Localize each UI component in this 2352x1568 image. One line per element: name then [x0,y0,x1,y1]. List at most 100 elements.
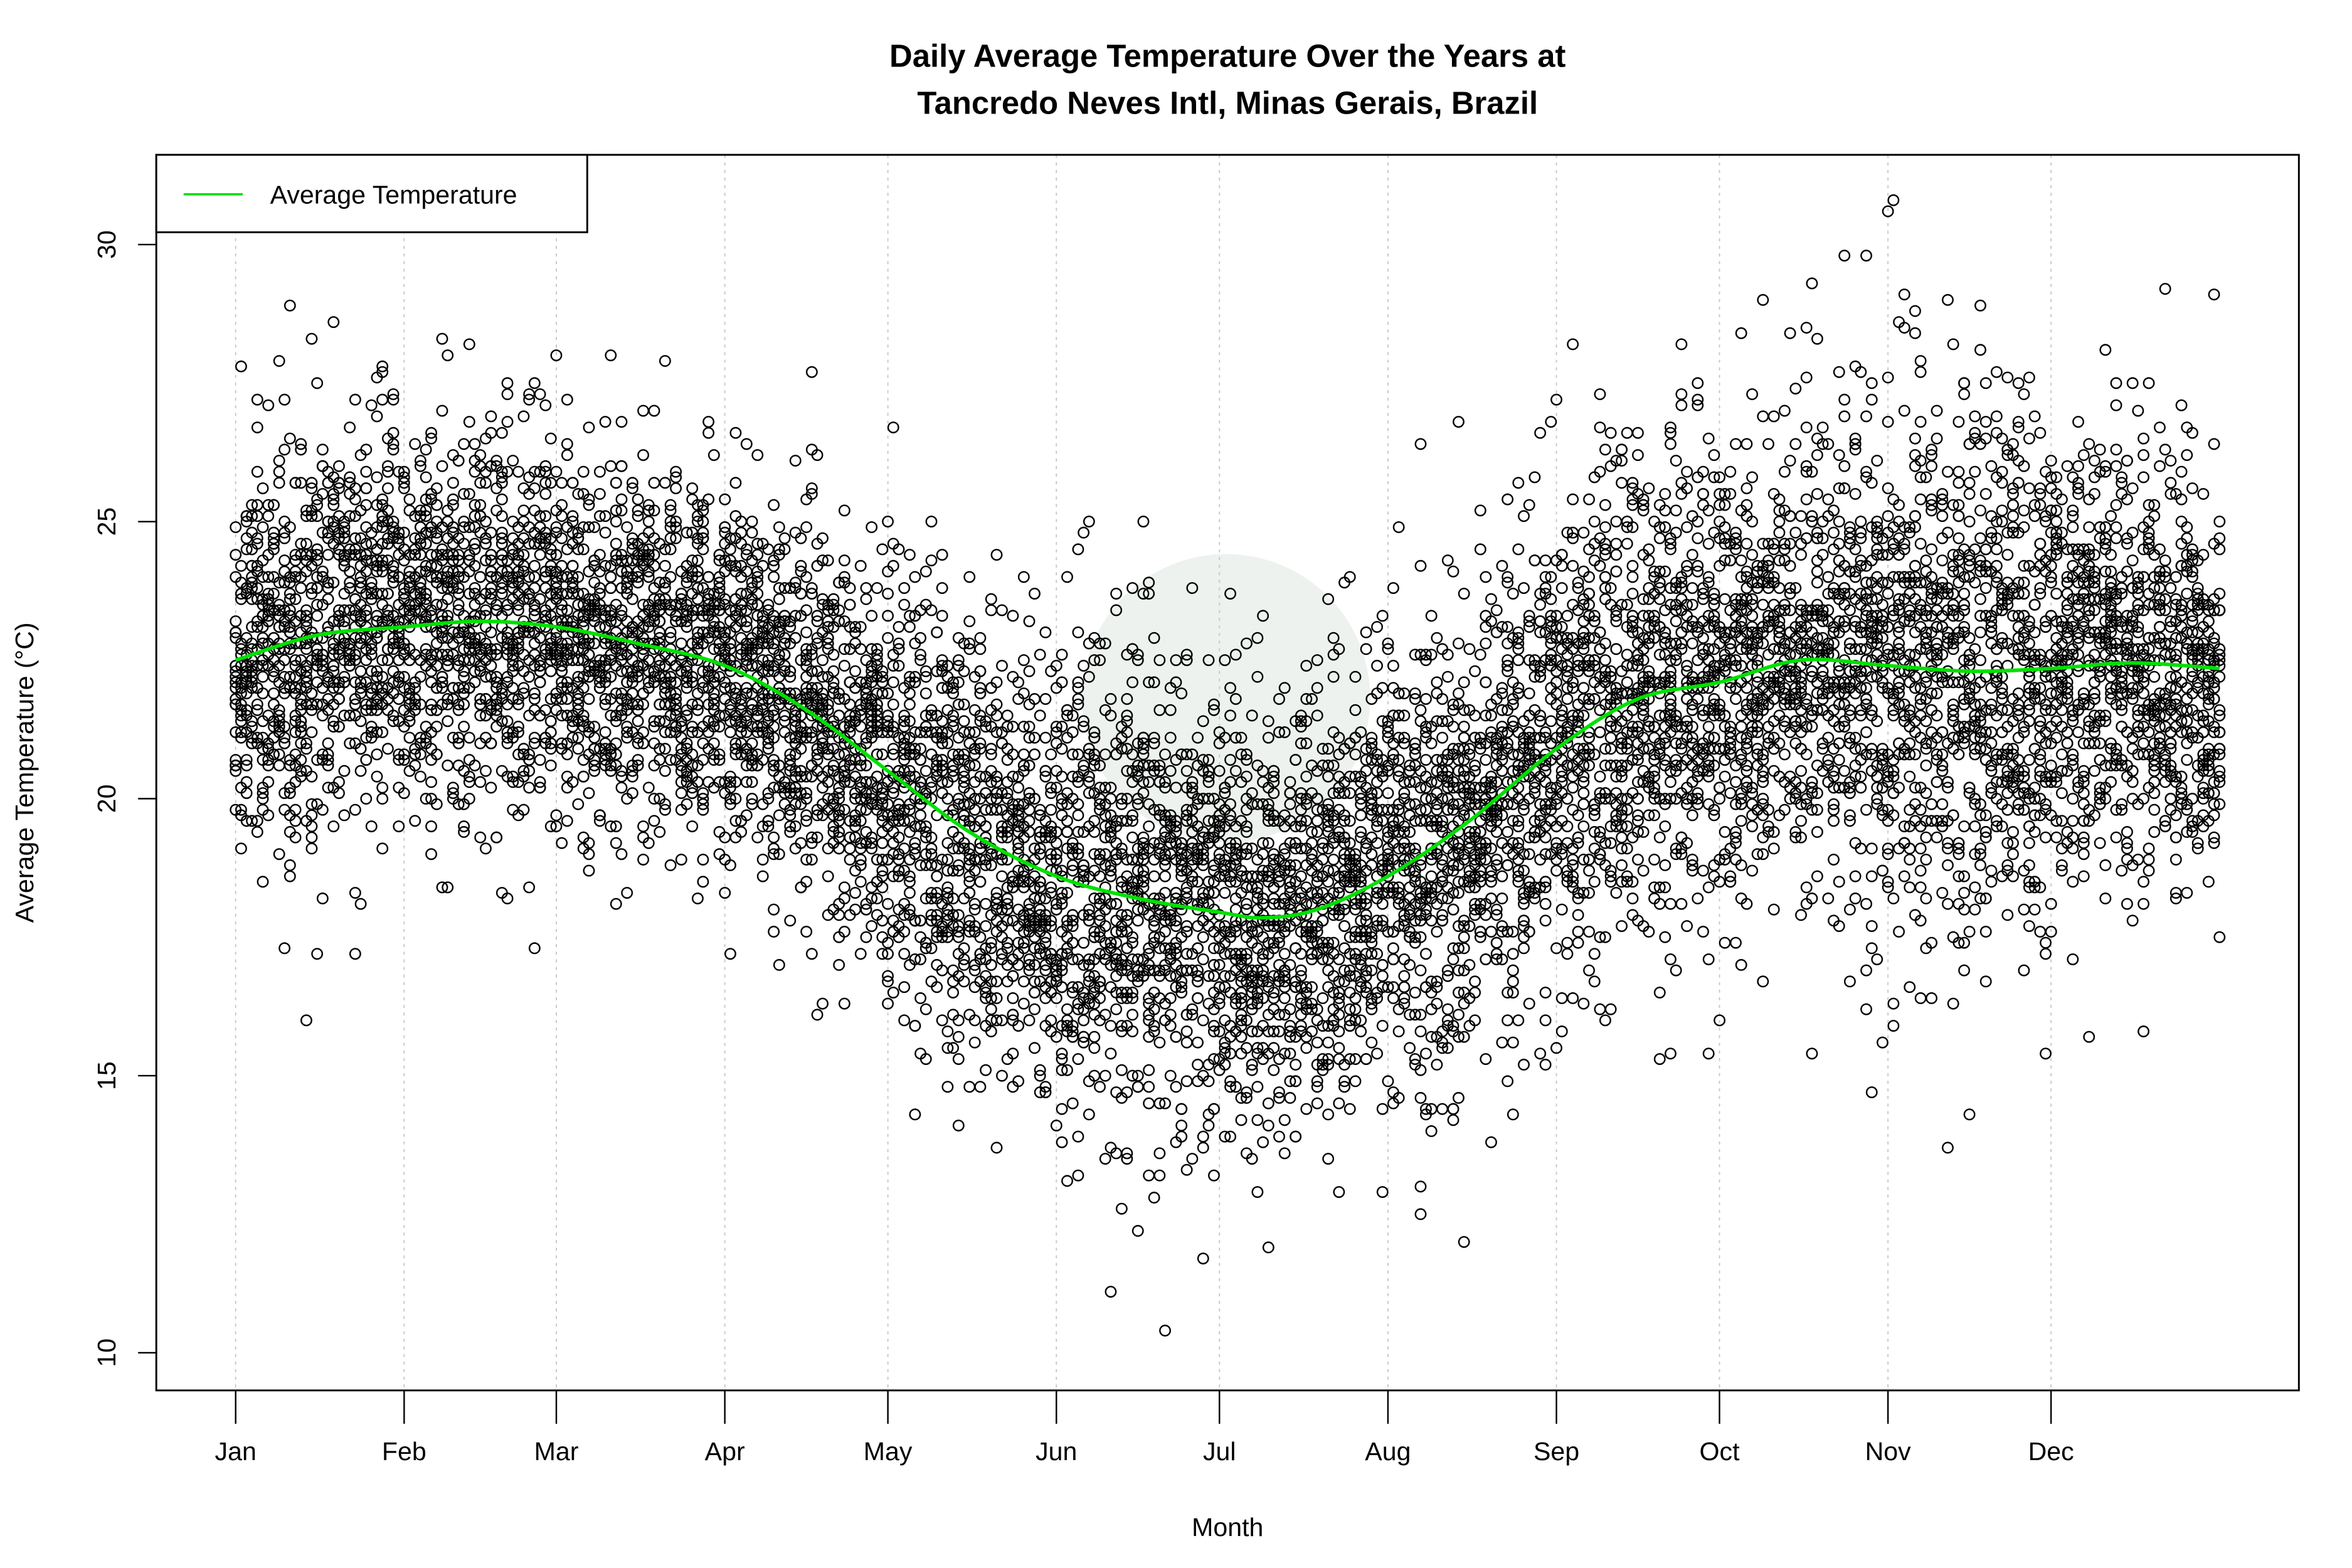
data-point [1066,1097,1079,1110]
data-point [996,1069,1008,1082]
data-point [523,881,536,894]
data-point [936,549,948,561]
data-point [898,582,911,594]
data-point [615,848,628,861]
data-point [1126,1009,1138,1021]
data-point [273,455,285,467]
data-point [805,366,818,378]
data-point [887,698,899,711]
data-point [305,770,318,783]
data-point [371,698,383,711]
data-point [268,538,280,550]
data-point [283,299,296,312]
data-point [768,903,780,916]
data-point [393,820,405,832]
data-point [409,438,421,450]
data-point [593,465,606,478]
data-point [327,820,340,832]
data-point [344,510,356,522]
data-point [1180,1025,1193,1037]
data-point [381,504,394,517]
data-point [387,559,400,572]
data-point [1061,826,1073,838]
data-point [305,842,318,855]
data-point [235,559,247,572]
data-point [333,482,345,494]
data-point [610,898,622,910]
data-point [430,721,443,733]
data-point [393,526,405,539]
data-point [539,399,552,411]
data-point [495,493,508,506]
data-point [773,809,785,822]
data-point [235,803,247,816]
data-point [354,743,367,755]
data-point [387,715,400,728]
data-point [1056,1136,1068,1148]
data-point [990,549,1003,561]
data-point [305,798,318,810]
data-point [1017,997,1030,1010]
data-point [327,576,340,589]
data-point [1099,1069,1111,1082]
data-point [866,610,878,622]
data-point [268,588,280,600]
data-point [1251,1081,1264,1093]
data-point [365,643,378,655]
data-point [756,854,769,866]
data-point [898,948,911,960]
data-point [844,854,856,866]
data-point [268,687,280,699]
data-point [996,870,1008,882]
data-point [838,554,850,566]
data-point [305,820,318,832]
data-point [376,682,389,694]
data-point [420,538,432,550]
data-point [702,426,715,439]
data-point [1192,992,1204,1004]
data-point [903,621,916,633]
data-point [974,876,987,888]
data-point [305,477,318,489]
data-point [523,781,536,794]
data-point [1202,1120,1215,1131]
data-point [278,532,291,544]
data-point [295,438,307,450]
data-point [833,959,845,971]
data-point [1078,936,1090,949]
data-point [659,355,671,367]
data-point [485,410,497,423]
data-point [354,715,367,728]
data-point [887,987,899,999]
data-point [583,693,595,705]
data-point [1083,1108,1095,1121]
data-point [1153,1147,1166,1160]
data-point [854,559,867,572]
data-point [251,421,263,433]
data-point [387,393,400,406]
data-point [295,443,307,456]
data-point [1072,1053,1084,1065]
data-point [398,643,410,655]
data-point [1192,1036,1204,1049]
data-point [295,538,307,550]
data-point [1056,1103,1068,1115]
data-point [968,1036,981,1049]
data-point [849,665,861,677]
data-point [621,521,633,533]
data-point [376,781,389,794]
data-point [854,948,867,960]
data-point [664,859,677,871]
data-point [371,748,383,761]
data-point [909,1020,921,1032]
data-point [387,388,400,400]
data-point [903,698,916,711]
data-point [420,793,432,805]
data-point [1235,1114,1248,1126]
data-point [544,665,557,677]
data-point [974,632,987,644]
data-point [273,721,285,733]
data-point [1078,526,1090,539]
data-point [409,748,421,761]
data-point [251,704,263,716]
